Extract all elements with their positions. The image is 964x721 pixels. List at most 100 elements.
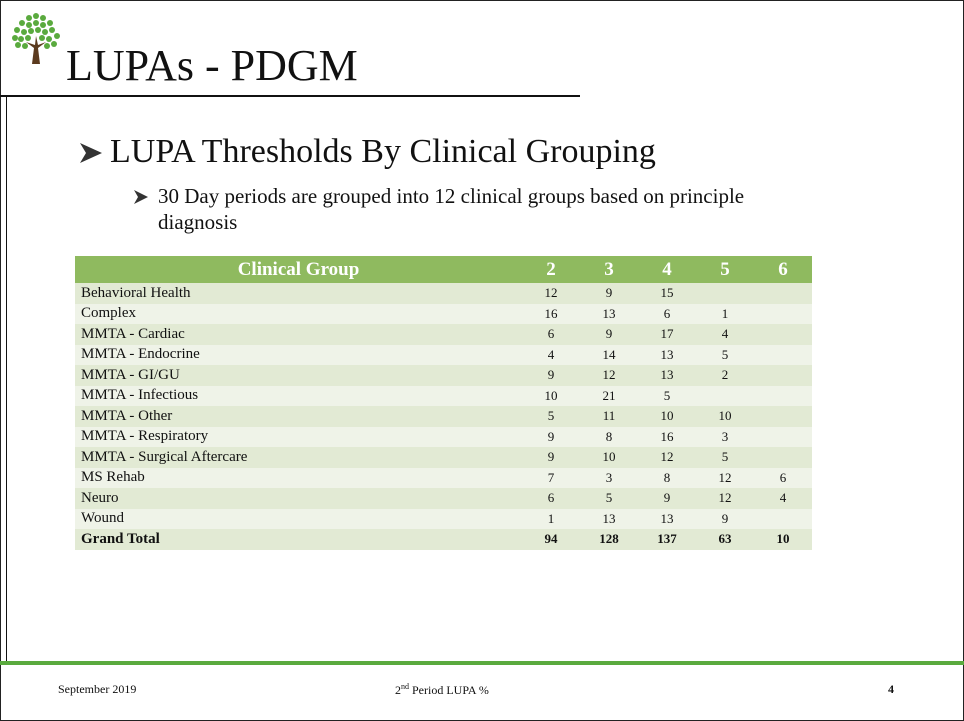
value-cell: 137 <box>638 529 696 550</box>
group-cell: MMTA - Infectious <box>75 385 522 406</box>
header-cell: 4 <box>638 256 696 283</box>
table-row: MMTA - Other 5 11 10 10 <box>75 406 812 427</box>
value-cell: 12 <box>696 488 754 509</box>
group-cell: Grand Total <box>75 529 522 550</box>
value-cell: 13 <box>638 508 696 529</box>
value-cell: 10 <box>638 406 696 427</box>
sub-bullet: 30 Day periods are grouped into 12 clini… <box>158 184 745 234</box>
table-row: MMTA - Endocrine 4 14 13 5 <box>75 344 812 365</box>
value-cell: 1 <box>522 508 580 529</box>
value-cell: 10 <box>522 385 580 406</box>
table-row: Complex 16 13 6 1 <box>75 303 812 324</box>
value-cell: 9 <box>696 508 754 529</box>
table-row: Behavioral Health 12 9 15 <box>75 283 812 304</box>
value-cell <box>754 508 812 529</box>
value-cell: 4 <box>522 344 580 365</box>
value-cell: 13 <box>580 303 638 324</box>
title-rule <box>0 95 580 97</box>
table-row: MS Rehab 7 3 8 12 6 <box>75 467 812 488</box>
value-cell: 2 <box>696 365 754 386</box>
header-cell: Clinical Group <box>75 256 522 283</box>
value-cell: 5 <box>638 385 696 406</box>
value-cell: 10 <box>580 447 638 468</box>
header-cell: 6 <box>754 256 812 283</box>
value-cell: 6 <box>522 324 580 345</box>
table-row: Grand Total 94 128 137 63 10 <box>75 529 812 550</box>
group-cell: MMTA - Cardiac <box>75 324 522 345</box>
value-cell: 5 <box>696 447 754 468</box>
value-cell: 5 <box>522 406 580 427</box>
group-cell: MS Rehab <box>75 467 522 488</box>
header-cell: 5 <box>696 256 754 283</box>
table-row: MMTA - Surgical Aftercare 9 10 12 5 <box>75 447 812 468</box>
value-cell: 5 <box>580 488 638 509</box>
value-cell: 9 <box>522 447 580 468</box>
value-cell: 3 <box>580 467 638 488</box>
group-cell: MMTA - Surgical Aftercare <box>75 447 522 468</box>
footer-sup: nd <box>401 682 409 691</box>
value-cell <box>754 385 812 406</box>
value-cell <box>754 365 812 386</box>
group-cell: Wound <box>75 508 522 529</box>
value-cell <box>754 344 812 365</box>
value-cell: 6 <box>522 488 580 509</box>
logo-tree <box>12 13 60 64</box>
table-row: MMTA - Infectious 10 21 5 <box>75 385 812 406</box>
page-number: 4 <box>888 682 894 696</box>
value-cell: 4 <box>754 488 812 509</box>
table-header: Clinical Group 2 3 4 5 6 <box>75 256 812 283</box>
value-cell: 12 <box>696 467 754 488</box>
group-cell: MMTA - Endocrine <box>75 344 522 365</box>
value-cell: 13 <box>580 508 638 529</box>
value-cell: 94 <box>522 529 580 550</box>
group-cell: MMTA - Other <box>75 406 522 427</box>
value-cell: 5 <box>696 344 754 365</box>
group-cell: Complex <box>75 303 522 324</box>
value-cell: 9 <box>638 488 696 509</box>
value-cell: 8 <box>580 426 638 447</box>
value-cell: 14 <box>580 344 638 365</box>
value-cell: 6 <box>638 303 696 324</box>
bullet-arrow <box>134 190 148 204</box>
value-cell: 6 <box>754 467 812 488</box>
value-cell: 7 <box>522 467 580 488</box>
value-cell: 3 <box>696 426 754 447</box>
footer-date: September 2019 <box>58 682 137 696</box>
value-cell <box>754 447 812 468</box>
value-cell: 8 <box>638 467 696 488</box>
value-cell: 16 <box>522 303 580 324</box>
value-cell: 17 <box>638 324 696 345</box>
value-cell <box>754 283 812 304</box>
value-cell <box>754 303 812 324</box>
bullet: LUPA Thresholds By Clinical Grouping <box>110 133 656 170</box>
group-cell: MMTA - GI/GU <box>75 365 522 386</box>
value-cell: 10 <box>754 529 812 550</box>
value-cell <box>754 324 812 345</box>
value-cell: 1 <box>696 303 754 324</box>
value-cell: 4 <box>696 324 754 345</box>
value-cell <box>696 385 754 406</box>
value-cell: 9 <box>522 426 580 447</box>
value-cell: 9 <box>522 365 580 386</box>
value-cell: 13 <box>638 344 696 365</box>
footer-text: Period LUPA % <box>409 683 489 697</box>
header-cell: 3 <box>580 256 638 283</box>
header-cell: 2 <box>522 256 580 283</box>
value-cell: 16 <box>638 426 696 447</box>
value-cell: 12 <box>580 365 638 386</box>
value-cell: 12 <box>638 447 696 468</box>
value-cell: 15 <box>638 283 696 304</box>
left-rule <box>6 97 7 663</box>
footer-bar <box>0 661 964 665</box>
group-cell: Behavioral Health <box>75 283 522 304</box>
value-cell: 10 <box>696 406 754 427</box>
group-cell: Neuro <box>75 488 522 509</box>
value-cell: 9 <box>580 324 638 345</box>
table-row: MMTA - Respiratory 9 8 16 3 <box>75 426 812 447</box>
slide-title: LUPAs - PDGM <box>66 41 358 90</box>
value-cell <box>696 283 754 304</box>
value-cell: 21 <box>580 385 638 406</box>
table-row: MMTA - Cardiac 6 9 17 4 <box>75 324 812 345</box>
bullet-arrow <box>80 143 102 163</box>
